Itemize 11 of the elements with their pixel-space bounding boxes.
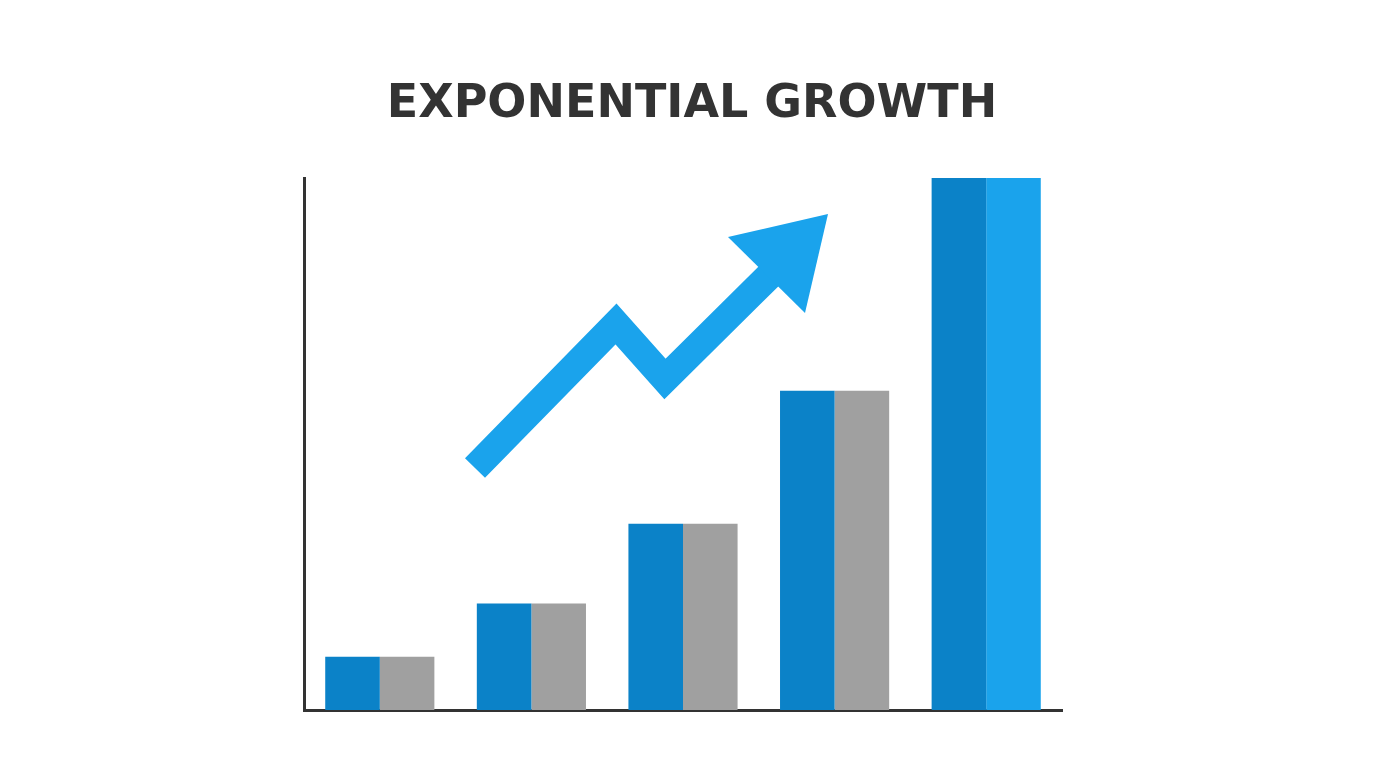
bar: [325, 656, 380, 710]
bar: [931, 178, 987, 710]
bar: [683, 523, 738, 710]
bar: [476, 603, 532, 710]
bar: [628, 523, 683, 710]
bar: [780, 390, 835, 710]
chart-title: EXPONENTIAL GROWTH: [385, 74, 999, 128]
bar: [834, 390, 890, 710]
bar: [986, 178, 1041, 710]
bar: [379, 656, 435, 710]
bar: [531, 603, 586, 710]
